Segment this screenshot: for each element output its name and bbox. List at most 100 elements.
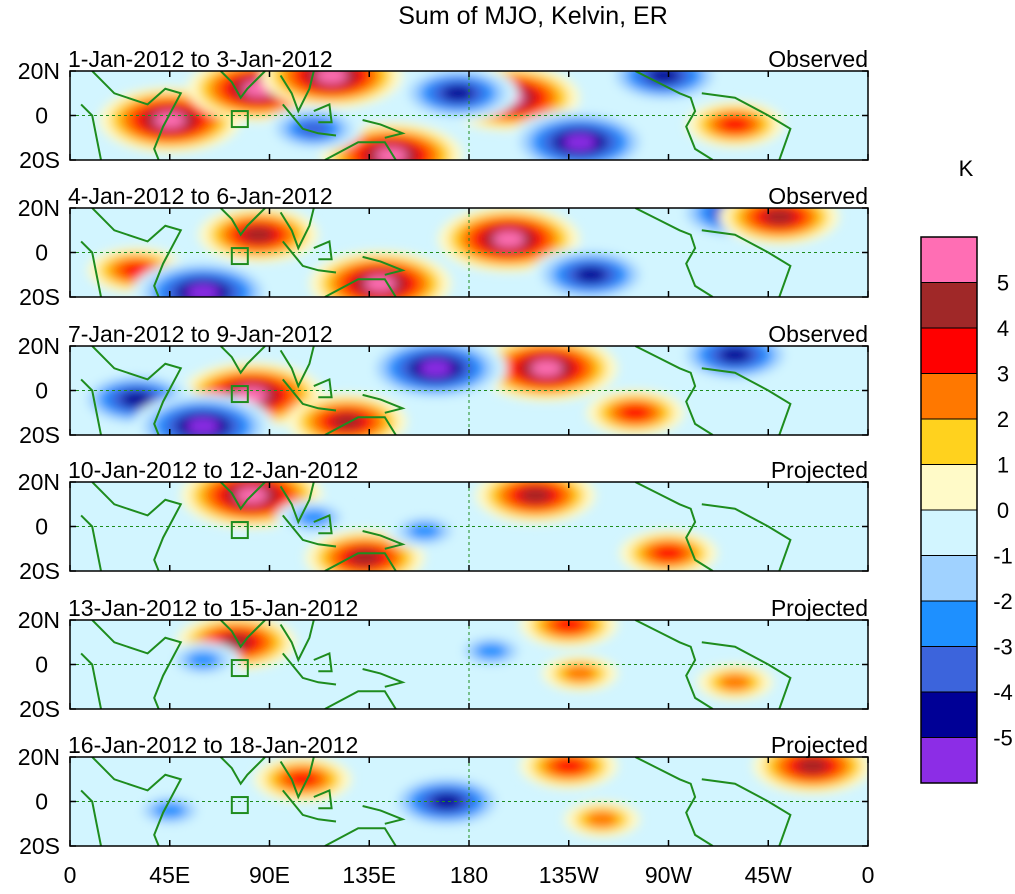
coastline bbox=[91, 482, 183, 571]
anomaly-contour bbox=[430, 793, 463, 810]
panel-date-range: 7-Jan-2012 to 9-Jan-2012 bbox=[68, 321, 333, 347]
panel-2: 4-Jan-2012 to 6-Jan-2012 Observed 20N 0 20S bbox=[18, 183, 869, 310]
anomaly-field bbox=[76, 346, 795, 435]
anomaly-centre bbox=[519, 620, 618, 648]
y-tick-label: 20S bbox=[19, 558, 60, 584]
coastline bbox=[362, 805, 406, 825]
anomaly-contour bbox=[530, 360, 563, 377]
coastline bbox=[80, 378, 102, 435]
colorbar-level-label: 1 bbox=[997, 453, 1009, 478]
anomaly-field bbox=[131, 757, 868, 838]
anomaly-field bbox=[98, 71, 784, 160]
coastline bbox=[91, 71, 183, 160]
colorbar-level-label: 2 bbox=[997, 407, 1009, 432]
coastline bbox=[219, 71, 266, 100]
colorbar-swatch bbox=[920, 737, 978, 784]
y-tick-label: 20N bbox=[18, 333, 60, 359]
anomaly-contour bbox=[187, 652, 219, 669]
coastline bbox=[80, 240, 102, 297]
anomaly-contour bbox=[475, 643, 508, 660]
coastline bbox=[313, 651, 333, 673]
anomaly-contour bbox=[187, 284, 219, 297]
anomaly-centre bbox=[604, 71, 725, 104]
coastline bbox=[279, 346, 315, 389]
region-box bbox=[230, 659, 249, 678]
coastline bbox=[282, 378, 337, 412]
anomaly-centre bbox=[132, 259, 274, 297]
colorbar-swatch bbox=[920, 282, 978, 329]
x-tick-label: 90W bbox=[645, 862, 693, 888]
coastline bbox=[91, 620, 183, 709]
coastline bbox=[362, 393, 406, 414]
anomaly-contour bbox=[120, 391, 153, 408]
anomaly-centre bbox=[275, 499, 352, 536]
colorbar-level-label: -1 bbox=[993, 544, 1013, 569]
panel-status: Observed bbox=[768, 321, 868, 347]
anomaly-centre bbox=[508, 109, 651, 160]
anomaly-contour bbox=[552, 757, 585, 774]
y-tick-label: 20S bbox=[19, 422, 60, 448]
colorbar-frame bbox=[920, 236, 978, 784]
region-box bbox=[230, 110, 249, 129]
y-tick-label: 0 bbox=[35, 514, 48, 540]
coastline bbox=[279, 208, 315, 251]
coastline bbox=[91, 757, 183, 846]
anomaly-contour bbox=[375, 147, 408, 160]
y-tick-label: 20S bbox=[19, 833, 60, 859]
anomaly-contour bbox=[519, 487, 552, 504]
y-tick-label: 0 bbox=[35, 652, 48, 678]
panel-date-range: 13-Jan-2012 to 15-Jan-2012 bbox=[68, 595, 358, 621]
coastline bbox=[362, 119, 406, 139]
coastline bbox=[80, 103, 102, 160]
anomaly-centre bbox=[519, 757, 618, 789]
anomaly-contour bbox=[574, 266, 607, 283]
anomaly-centre bbox=[475, 346, 618, 402]
anomaly-contour bbox=[719, 674, 751, 691]
colorbar-level-label: 3 bbox=[997, 362, 1009, 387]
anomaly-contour bbox=[552, 620, 585, 633]
colorbar-level-label: 4 bbox=[997, 316, 1009, 341]
coastline bbox=[324, 827, 397, 846]
anomaly-contour bbox=[492, 231, 525, 248]
y-tick-label: 20N bbox=[18, 469, 60, 495]
colorbar-swatch bbox=[920, 691, 978, 738]
coastline bbox=[282, 240, 337, 274]
x-tick-label: 45E bbox=[149, 862, 190, 888]
coastline bbox=[282, 652, 337, 686]
anomaly-centre bbox=[453, 633, 530, 670]
colorbar-swatch bbox=[920, 464, 978, 511]
colorbar-swatch bbox=[920, 327, 978, 374]
panel-1: 1-Jan-2012 to 3-Jan-2012 Observed 20N 0 20S bbox=[18, 46, 869, 173]
coastline bbox=[362, 668, 406, 688]
anomaly-centre bbox=[364, 346, 507, 402]
y-tick-label: 20N bbox=[18, 58, 60, 84]
x-tick-label: 90E bbox=[249, 862, 290, 888]
panel-status: Observed bbox=[768, 46, 868, 72]
anomaly-contour bbox=[315, 71, 348, 84]
anomaly-contour bbox=[348, 549, 381, 566]
coastline bbox=[634, 71, 714, 160]
anomaly-centre bbox=[131, 792, 208, 829]
anomaly-contour bbox=[563, 665, 596, 682]
chart-title: Sum of MJO, Kelvin, ER bbox=[398, 2, 668, 30]
x-tick-label: 0 bbox=[862, 862, 875, 888]
anomaly-contour bbox=[652, 545, 685, 562]
coastline bbox=[313, 513, 333, 535]
y-tick-label: 0 bbox=[35, 378, 48, 404]
anomaly-centre bbox=[686, 101, 784, 148]
anomaly-contour bbox=[187, 418, 219, 435]
colorbar-swatch bbox=[920, 236, 978, 283]
anomaly-contour bbox=[441, 85, 474, 102]
panel-status: Projected bbox=[771, 732, 868, 758]
x-tick-label: 135E bbox=[342, 862, 396, 888]
panel-date-range: 4-Jan-2012 to 6-Jan-2012 bbox=[68, 183, 333, 209]
panel-date-range: 1-Jan-2012 to 3-Jan-2012 bbox=[68, 46, 333, 72]
colorbar-level-label: 0 bbox=[997, 498, 1009, 523]
coastline bbox=[634, 620, 714, 709]
anomaly-centre bbox=[586, 389, 685, 435]
anomaly-field bbox=[165, 620, 773, 701]
coastline bbox=[282, 514, 337, 548]
colorbar-level-label: -2 bbox=[993, 589, 1013, 614]
